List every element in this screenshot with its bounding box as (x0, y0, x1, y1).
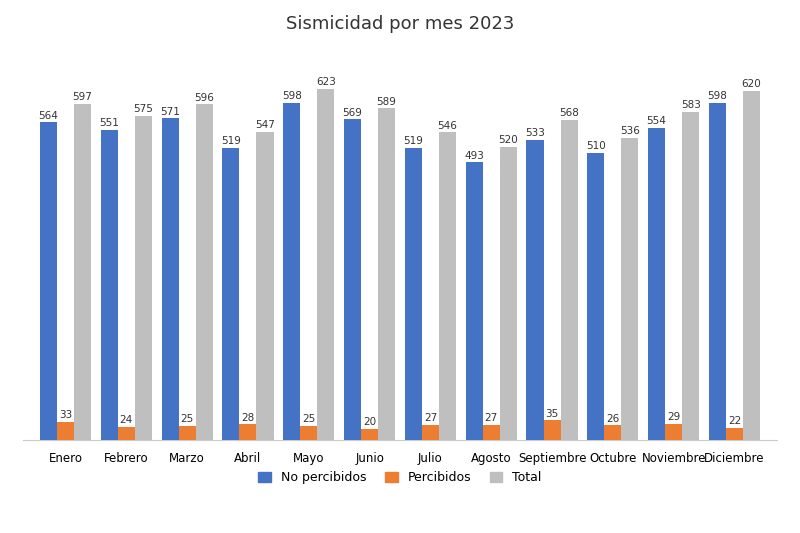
Text: 598: 598 (707, 92, 727, 101)
Bar (257, 132, 274, 440)
Bar (604, 425, 622, 440)
Bar (466, 163, 482, 440)
Bar (405, 148, 422, 440)
Bar (178, 426, 196, 440)
Text: 596: 596 (194, 93, 214, 102)
Text: 568: 568 (559, 108, 579, 118)
Bar (682, 111, 699, 440)
Bar (222, 148, 239, 440)
Bar (482, 425, 500, 440)
Bar (378, 108, 395, 440)
Text: 493: 493 (464, 151, 484, 160)
Bar (318, 89, 334, 440)
Bar (57, 422, 74, 440)
Bar (561, 120, 578, 440)
Text: 569: 569 (342, 108, 362, 118)
Text: 583: 583 (681, 100, 701, 110)
Legend: No percibidos, Percibidos, Total: No percibidos, Percibidos, Total (254, 466, 546, 489)
Text: 564: 564 (38, 111, 58, 120)
Bar (726, 428, 743, 440)
Bar (40, 122, 57, 440)
Bar (622, 138, 638, 440)
Bar (74, 104, 91, 440)
Bar (196, 104, 213, 440)
Text: 28: 28 (242, 413, 254, 423)
Bar (709, 103, 726, 440)
Text: 551: 551 (99, 118, 119, 128)
Text: 27: 27 (424, 413, 437, 423)
Text: 589: 589 (377, 96, 397, 107)
Text: 597: 597 (73, 92, 93, 102)
Bar (648, 128, 665, 440)
Bar (422, 425, 439, 440)
Text: 575: 575 (134, 104, 154, 115)
Text: 520: 520 (498, 135, 518, 146)
Bar (587, 153, 604, 440)
Text: 519: 519 (221, 136, 241, 146)
Bar (300, 426, 318, 440)
Text: 33: 33 (59, 410, 72, 420)
Text: 519: 519 (403, 136, 423, 146)
Text: 24: 24 (120, 415, 133, 425)
Text: 25: 25 (302, 414, 315, 424)
Text: 533: 533 (525, 128, 545, 138)
Text: 546: 546 (438, 121, 458, 131)
Bar (543, 421, 561, 440)
Bar (135, 116, 152, 440)
Text: 20: 20 (363, 417, 376, 427)
Text: 620: 620 (742, 79, 762, 89)
Text: 25: 25 (181, 414, 194, 424)
Text: 547: 547 (255, 120, 275, 130)
Text: 623: 623 (316, 77, 336, 87)
Bar (118, 426, 135, 440)
Bar (439, 133, 456, 440)
Text: 22: 22 (728, 416, 741, 426)
Bar (526, 140, 543, 440)
Text: 554: 554 (646, 116, 666, 126)
Text: 29: 29 (667, 412, 680, 422)
Text: 598: 598 (282, 92, 302, 101)
Text: 35: 35 (546, 409, 558, 419)
Bar (162, 118, 178, 440)
Title: Sismicidad por mes 2023: Sismicidad por mes 2023 (286, 15, 514, 33)
Bar (101, 130, 118, 440)
Text: 536: 536 (620, 126, 640, 136)
Text: 571: 571 (160, 107, 180, 117)
Text: 27: 27 (485, 413, 498, 423)
Bar (283, 103, 300, 440)
Bar (743, 91, 760, 440)
Bar (239, 424, 257, 440)
Bar (361, 429, 378, 440)
Bar (665, 424, 682, 440)
Text: 26: 26 (606, 414, 619, 424)
Text: 510: 510 (586, 141, 606, 151)
Bar (344, 119, 361, 440)
Bar (500, 147, 517, 440)
